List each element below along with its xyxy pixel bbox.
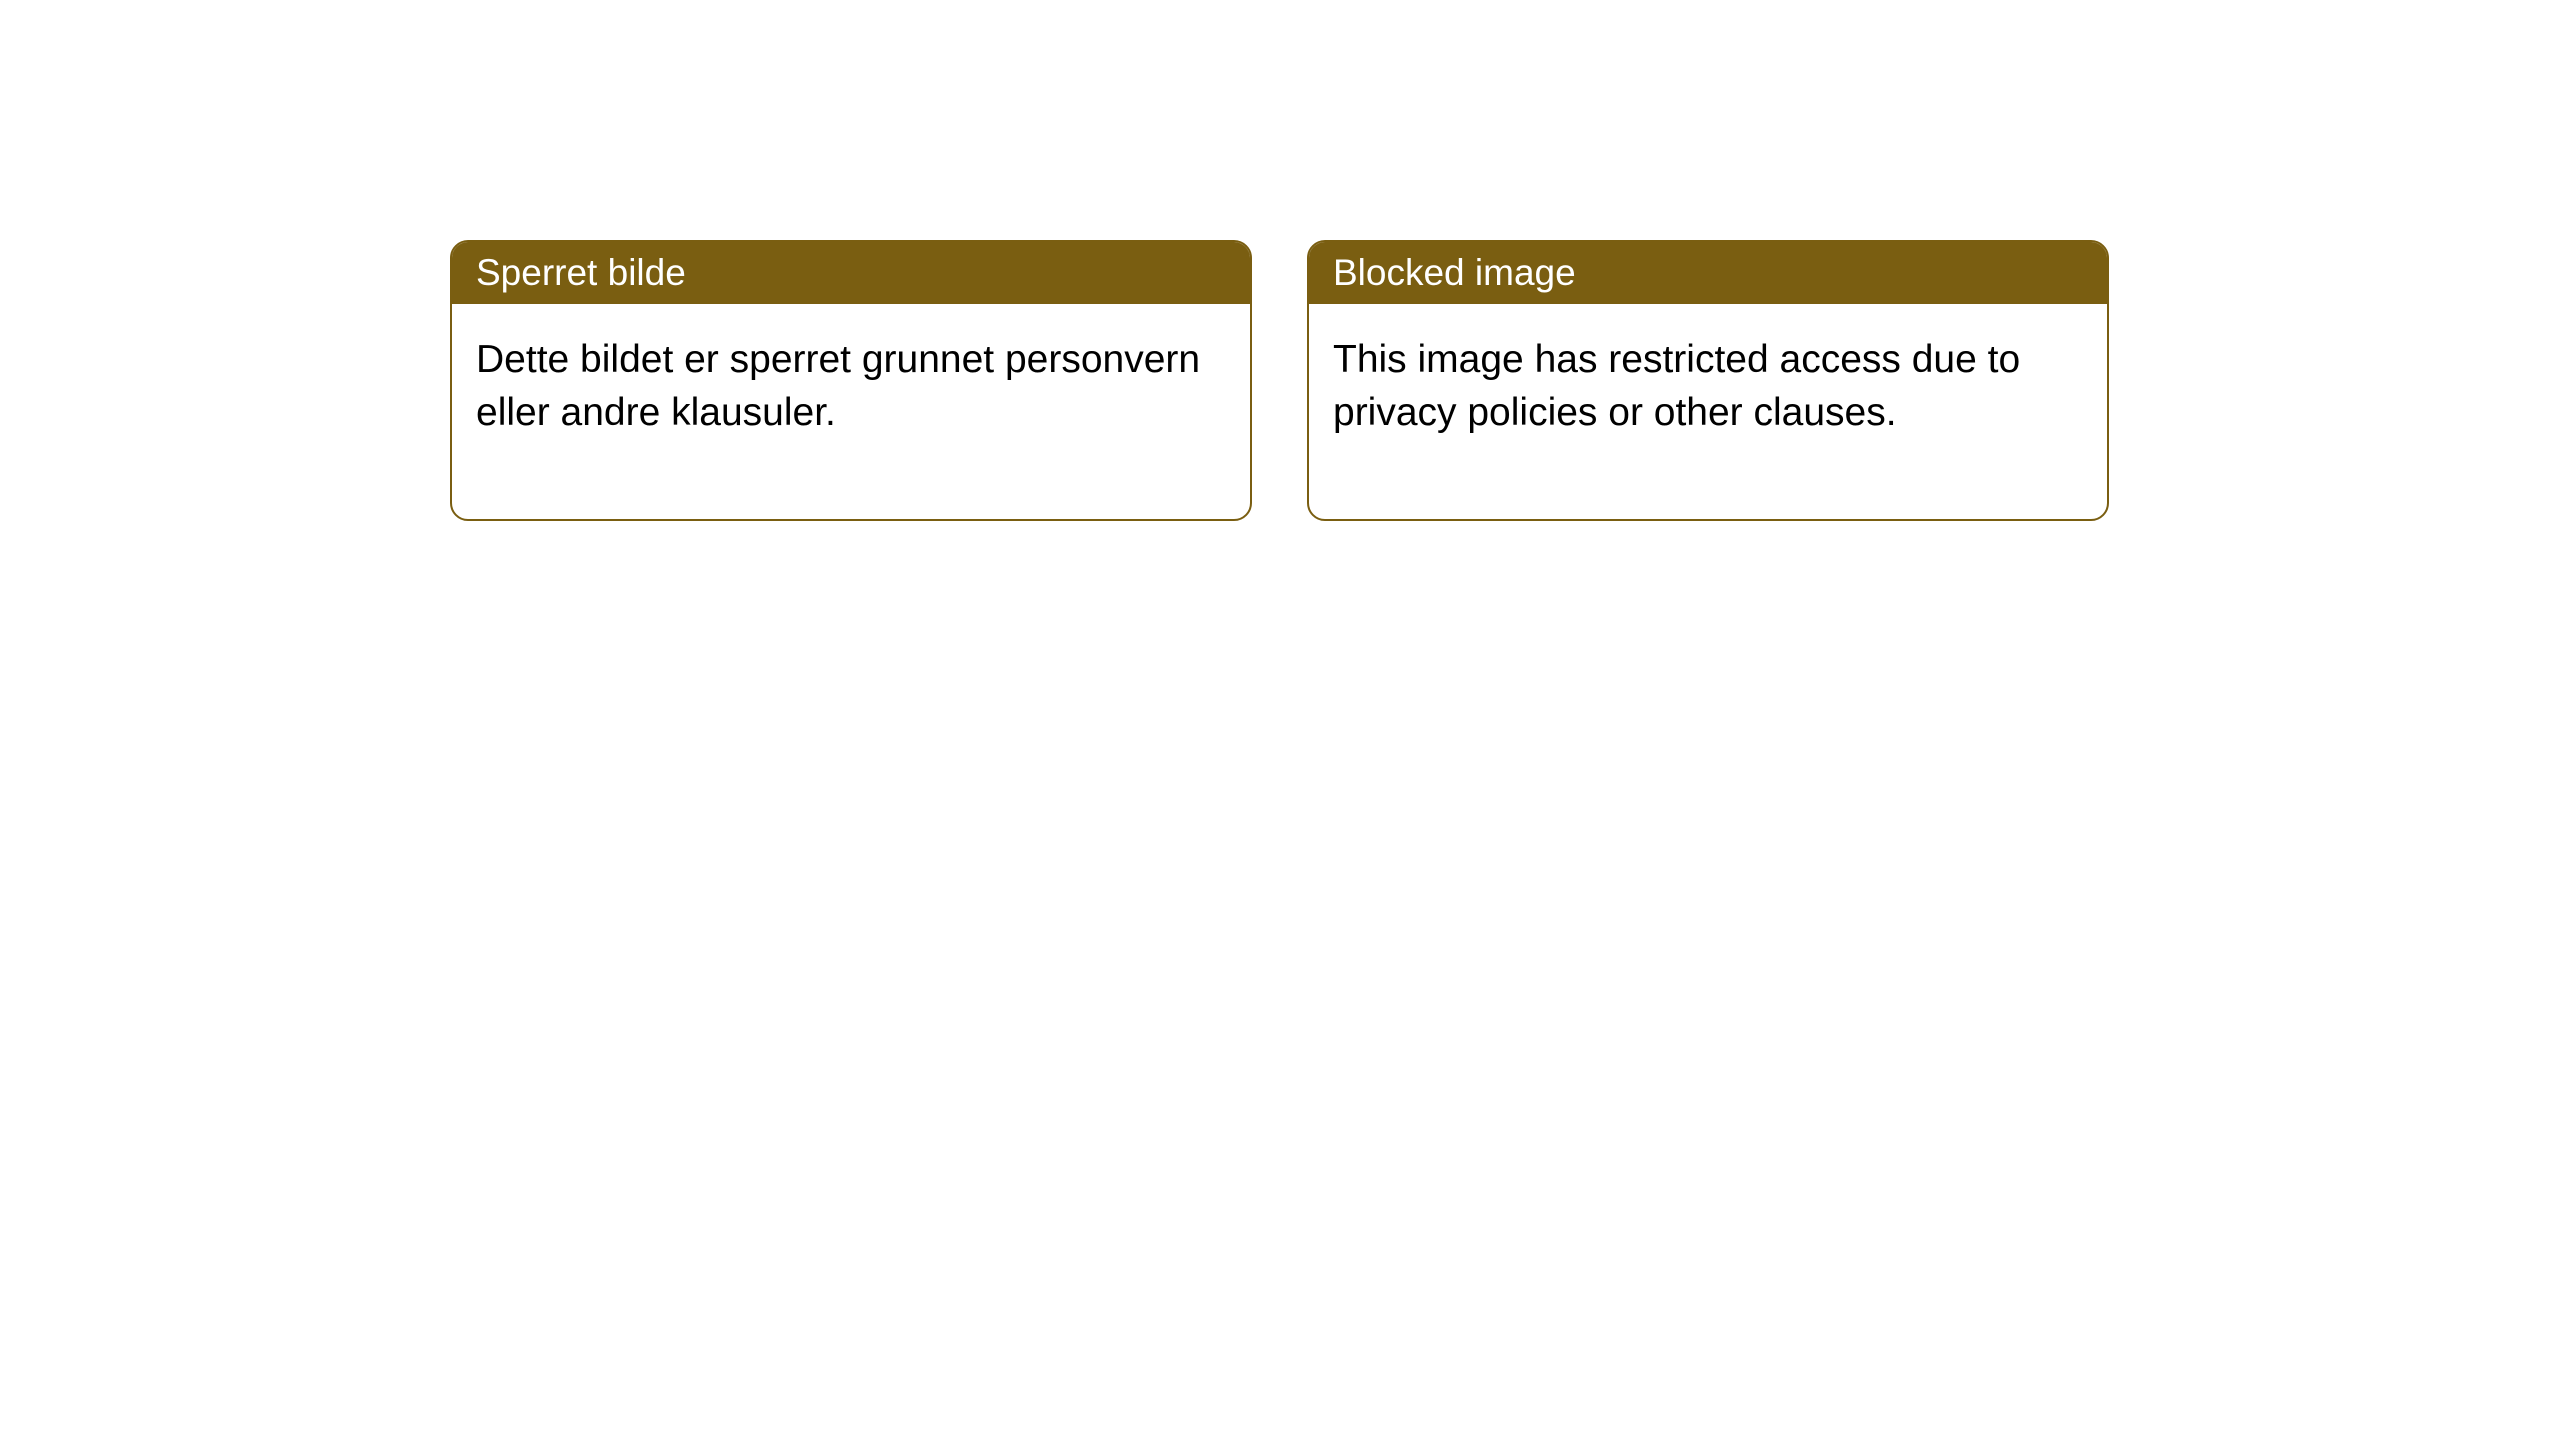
notice-card-body: This image has restricted access due to … — [1309, 304, 2107, 519]
notice-card-english: Blocked image This image has restricted … — [1307, 240, 2109, 521]
notice-card-title: Sperret bilde — [452, 242, 1250, 304]
notice-card-body: Dette bildet er sperret grunnet personve… — [452, 304, 1250, 519]
notice-card-norwegian: Sperret bilde Dette bildet er sperret gr… — [450, 240, 1252, 521]
notice-card-container: Sperret bilde Dette bildet er sperret gr… — [450, 240, 2109, 521]
notice-card-title: Blocked image — [1309, 242, 2107, 304]
